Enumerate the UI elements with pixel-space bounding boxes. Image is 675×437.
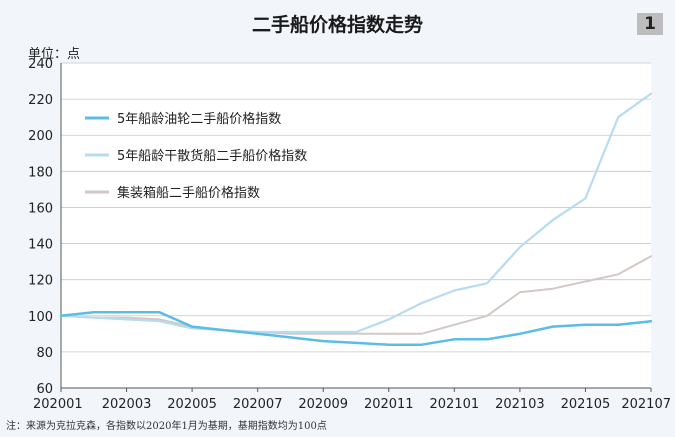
y-tick-label: 100	[28, 310, 53, 325]
chart-title: 二手船价格指数走势	[251, 14, 423, 36]
x-tick-label: 202103	[495, 397, 545, 412]
unit-label: 单位：点	[28, 47, 81, 62]
x-tick-label: 202007	[233, 397, 283, 412]
y-tick-label: 160	[28, 201, 53, 216]
y-tick-label: 60	[36, 382, 53, 397]
footnote: 注：来源为克拉克森，各指数以2020年1月为基期，基期指数均为100点	[6, 421, 327, 432]
series-layer	[59, 92, 653, 346]
x-tick-label: 202011	[364, 397, 414, 412]
axis-layer: 60 80 100 120 140 160 180 200 220 240 202001 202003…	[28, 57, 671, 412]
y-tick-label: 240	[28, 57, 53, 72]
y-tick-label: 180	[28, 165, 53, 180]
x-tick-label: 202003	[102, 397, 152, 412]
legend-label-3: 集装箱船二手船价格指数	[117, 185, 260, 201]
x-tick-label: 202101	[430, 397, 480, 412]
y-tick-label: 140	[28, 238, 53, 253]
x-tick-label: 202005	[167, 397, 217, 412]
y-tick-label: 200	[28, 129, 53, 144]
x-tick-label: 202107	[621, 397, 671, 412]
y-tick-label: 120	[28, 274, 53, 289]
series-line-2	[59, 92, 653, 334]
y-tick-label: 220	[28, 93, 53, 108]
series-line-1	[59, 310, 653, 346]
x-tick-label: 202009	[298, 397, 348, 412]
series-line-3	[60, 255, 652, 335]
x-tick-label: 202105	[561, 397, 611, 412]
figure-number-badge: 1	[637, 13, 663, 35]
x-tick-label: 202001	[33, 397, 83, 412]
y-tick-label: 80	[36, 346, 53, 361]
legend-label-2: 5年船龄干散货船二手船价格指数	[117, 148, 307, 164]
legend-label-1: 5年船龄油轮二手船价格指数	[117, 111, 281, 127]
